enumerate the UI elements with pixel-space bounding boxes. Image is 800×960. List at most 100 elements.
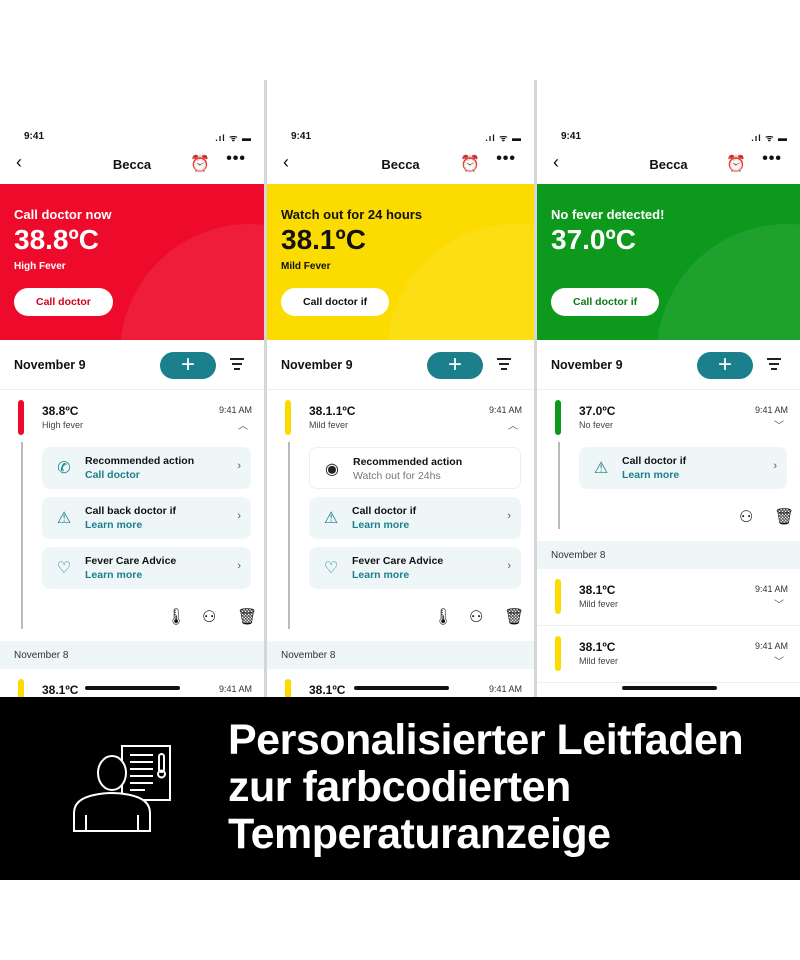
card-link[interactable]: Learn more [622, 469, 680, 481]
status-icons: .ıl ᯤ ▬ [485, 133, 522, 143]
person-icon[interactable]: ⚇ [469, 609, 484, 626]
card-link[interactable]: Learn more [352, 519, 410, 531]
more-options-icon[interactable]: ••• [226, 150, 246, 167]
reading-entry[interactable]: 38.1ºC Mild fever 9:41 AM ﹀ [537, 569, 800, 626]
reading-details: ✆ Recommended action Call doctor › ⚠ Call bac… [0, 442, 264, 641]
filter-icon[interactable] [767, 358, 781, 373]
status-time: 9:41 [24, 131, 45, 142]
reading-time: 9:41 AM [488, 684, 522, 694]
card-link[interactable]: Learn more [85, 519, 143, 531]
home-indicator[interactable] [621, 686, 717, 690]
severity-bar [285, 400, 291, 435]
person-icon[interactable]: ⚇ [739, 509, 754, 526]
card-link[interactable]: Learn more [352, 569, 410, 581]
status-bar: 9:41 .ıl ᯤ ▬ [537, 80, 800, 143]
alarm-icon[interactable]: ⏰ [726, 156, 746, 173]
status-time: 9:41 [561, 131, 582, 142]
date-header: November 9 + [537, 340, 800, 390]
guidance-card[interactable]: ⚠ Call doctor if Learn more › [309, 497, 521, 539]
chevron-down-icon[interactable]: ﹀ [774, 600, 784, 611]
timeline-line [288, 442, 290, 629]
hero-decoration [120, 224, 264, 340]
alarm-icon[interactable]: ⏰ [190, 156, 210, 173]
back-button[interactable]: ‹ [16, 152, 22, 172]
hero-title: Call doctor now [14, 207, 112, 222]
hero-call-button[interactable]: Call doctor [14, 288, 113, 316]
banner-line: zur farbcodierten [228, 763, 571, 811]
chevron-down-icon[interactable]: ﹀ [774, 657, 784, 668]
filter-line [501, 368, 507, 370]
date-label: November 9 [281, 358, 353, 372]
guidance-card[interactable]: ♡ Fever Care Advice Learn more › [309, 547, 521, 589]
trash-icon[interactable]: 🗑 [504, 609, 525, 626]
reading-temperature: 38.8ºC [42, 404, 79, 418]
reading-entry[interactable]: 38.1.1ºC Mild fever 9:41 AM ︿ [267, 390, 534, 442]
hero-decoration [387, 224, 534, 340]
reading-entry[interactable]: 38.1ºC Mild fever 9:41 AM ﹀ [537, 626, 800, 683]
back-button[interactable]: ‹ [553, 152, 559, 172]
trash-icon[interactable]: 🗑 [774, 509, 795, 526]
back-button[interactable]: ‹ [283, 152, 289, 172]
chevron-right-icon[interactable]: › [773, 460, 777, 472]
filter-line [771, 368, 777, 370]
chevron-right-icon[interactable]: › [237, 560, 241, 572]
nav-bar: ‹ Becca ⏰ ••• [0, 150, 264, 176]
card-title: Recommended action [353, 456, 463, 468]
guidance-card[interactable]: ✆ Recommended action Call doctor › [42, 447, 251, 489]
card-title: Fever Care Advice [352, 555, 444, 567]
add-reading-button[interactable]: + [160, 352, 216, 379]
guidance-card[interactable]: ♡ Fever Care Advice Learn more › [42, 547, 251, 589]
hero-title: No fever detected! [551, 207, 665, 222]
reading-temperature: 38.1ºC [579, 583, 616, 597]
status-bar: 9:41 .ıl ᯤ ▬ [267, 80, 534, 143]
severity-bar [555, 579, 561, 614]
filter-icon[interactable] [497, 358, 511, 373]
guidance-card[interactable]: ⚠ Call doctor if Learn more › [579, 447, 787, 489]
timeline-line [21, 442, 23, 629]
person-icon[interactable]: ⚇ [202, 609, 217, 626]
chevron-right-icon[interactable]: › [507, 560, 511, 572]
filter-icon[interactable] [230, 358, 244, 373]
more-options-icon[interactable]: ••• [762, 150, 782, 167]
chevron-up-icon[interactable]: ︿ [238, 421, 248, 432]
chevron-right-icon[interactable]: › [507, 510, 511, 522]
reading-time: 9:41 AM [754, 405, 788, 415]
home-indicator[interactable] [353, 686, 449, 690]
thermometer-icon[interactable]: 🌡 [433, 609, 454, 626]
thermometer-icon[interactable]: 🌡 [166, 609, 187, 626]
reading-status: Mild fever [579, 656, 619, 666]
card-link[interactable]: Call doctor [85, 469, 140, 481]
chevron-right-icon[interactable]: › [237, 460, 241, 472]
reading-actions: 🌡 ⚇ 🗑 [309, 597, 525, 641]
nav-title: Becca [112, 157, 152, 172]
reading-status: High fever [42, 420, 84, 430]
filter-line [232, 363, 242, 365]
reading-entry[interactable]: 37.0ºC No fever 9:41 AM ﹀ [537, 390, 800, 442]
guidance-card[interactable]: ⚠ Call back doctor if Learn more › [42, 497, 251, 539]
date-label: November 9 [551, 358, 623, 372]
card-link[interactable]: Learn more [85, 569, 143, 581]
status-hero: No fever detected! 37.0ºC Call doctor if [537, 184, 800, 340]
chevron-up-icon[interactable]: ︿ [508, 421, 518, 432]
add-reading-button[interactable]: + [427, 352, 483, 379]
date-section-header: November 8 [0, 641, 264, 669]
card-subtitle: Watch out for 24hs [353, 470, 441, 482]
filter-line [767, 358, 781, 360]
hero-call-button[interactable]: Call doctor if [281, 288, 390, 316]
divider [264, 80, 267, 697]
more-options-icon[interactable]: ••• [496, 150, 516, 167]
alarm-icon[interactable]: ⏰ [460, 156, 480, 173]
reading-time: 9:41 AM [488, 405, 522, 415]
hero-call-button[interactable]: Call doctor if [551, 288, 660, 316]
trash-icon[interactable]: 🗑 [237, 609, 258, 626]
chevron-right-icon[interactable]: › [237, 510, 241, 522]
chevron-down-icon[interactable]: ﹀ [774, 421, 784, 432]
eye-icon: ◉ [325, 461, 339, 478]
reading-status: Mild fever [309, 420, 349, 430]
home-indicator[interactable] [85, 686, 180, 690]
reading-entry[interactable]: 38.8ºC High fever 9:41 AM ︿ [0, 390, 264, 442]
hero-subtitle: High Fever [14, 261, 66, 272]
add-reading-button[interactable]: + [697, 352, 753, 379]
